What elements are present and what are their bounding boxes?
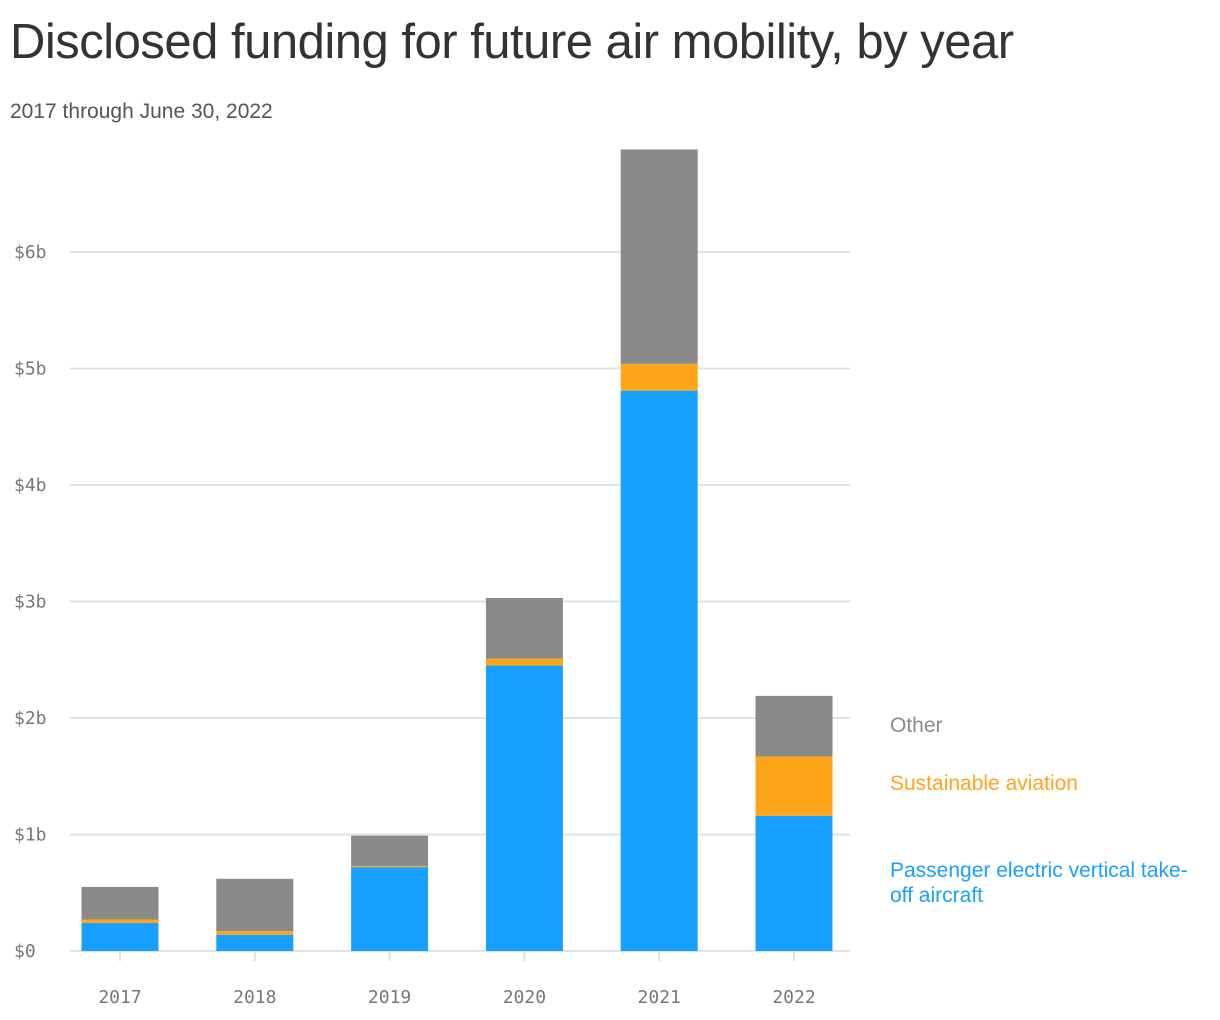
x-tick-label: 2022 (772, 987, 815, 1008)
y-tick-label: $6b (14, 242, 47, 263)
bar-segment (216, 931, 294, 935)
bar-segment (755, 815, 833, 951)
y-tick-label: $4b (14, 475, 47, 496)
bar-segment (216, 878, 294, 932)
chart-subtitle: 2017 through June 30, 2022 (10, 100, 273, 123)
bar-segment (620, 390, 698, 951)
bar-segment (620, 149, 698, 364)
chart-title: Disclosed funding for future air mobilit… (10, 15, 1014, 69)
y-tick-label: $5b (14, 359, 47, 380)
legend-other: Other (890, 714, 943, 737)
x-tick-label: 2019 (368, 987, 411, 1008)
legend-sustainable-aviation: Sustainable aviation (890, 772, 1078, 795)
bar-segment (81, 919, 159, 924)
y-tick-label: $0 (14, 941, 36, 962)
y-tick-label: $2b (14, 708, 47, 729)
x-tick-label: 2021 (638, 987, 681, 1008)
x-tick-label: 2017 (98, 987, 141, 1008)
bar-segment (755, 695, 833, 757)
bar-segment (351, 867, 429, 951)
bar-segment (620, 363, 698, 391)
bar-segment (81, 886, 159, 920)
bar-segment (216, 934, 294, 951)
bar-segment (81, 923, 159, 951)
bar-segment (351, 865, 429, 868)
bar-segment (351, 835, 429, 866)
x-tick-label: 2020 (503, 987, 546, 1008)
bar-segment (755, 756, 833, 816)
x-tick-label: 2018 (233, 987, 276, 1008)
y-tick-label: $1b (14, 825, 47, 846)
y-tick-label: $3b (14, 592, 47, 613)
bar-segment (485, 665, 563, 951)
bar-segment (485, 658, 563, 666)
legend-passenger-evtol: Passenger electric vertical take-off air… (890, 859, 1188, 907)
bar-segment (485, 598, 563, 659)
